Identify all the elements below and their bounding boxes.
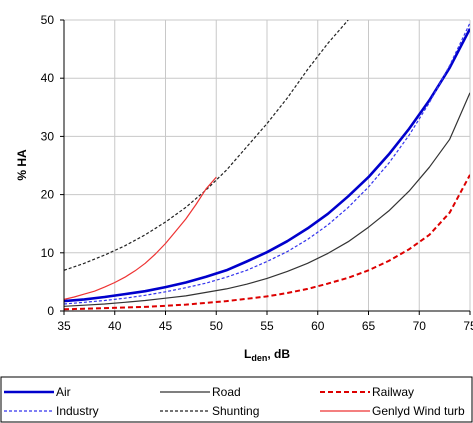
x-tick-label: 60 xyxy=(311,319,325,333)
y-axis-label: % HA xyxy=(15,149,29,181)
x-tick-label: 50 xyxy=(210,319,224,333)
x-tick-label: 70 xyxy=(413,319,427,333)
series-layer xyxy=(64,20,470,311)
legend-label: Shunting xyxy=(212,404,259,418)
x-axis-label-unit: , dB xyxy=(267,347,290,361)
legend-label: Genlyd Wind turb xyxy=(372,404,465,418)
legend-label: Railway xyxy=(372,385,414,399)
series-line-genlyd-wind-turb xyxy=(64,176,217,300)
x-axis-label-main: L xyxy=(244,347,251,361)
y-tick-label: 30 xyxy=(41,129,55,143)
legend-box xyxy=(0,376,473,423)
legend-label: Industry xyxy=(56,404,99,418)
x-tick-label: 40 xyxy=(108,319,122,333)
series-line-railway xyxy=(64,174,470,311)
x-tick-label: 75 xyxy=(463,319,473,333)
tick-labels: 35 40 45 50 55 60 65 70 75 0 10 20 30 40 50 xyxy=(41,13,473,333)
y-tick-label: 0 xyxy=(47,304,54,318)
axes xyxy=(60,19,471,315)
legend-label: Air xyxy=(56,385,71,399)
x-axis-label-sub: den xyxy=(251,353,267,363)
x-tick-label: 35 xyxy=(57,319,71,333)
legend-label: Road xyxy=(212,385,241,399)
x-tick-label: 55 xyxy=(260,319,274,333)
x-tick-label: 45 xyxy=(159,319,173,333)
series-line-air xyxy=(64,28,470,303)
series-line-shunting xyxy=(64,20,349,271)
y-tick-label: 20 xyxy=(41,188,55,202)
y-tick-label: 50 xyxy=(41,13,55,27)
y-tick-label: 40 xyxy=(41,71,55,85)
series-line-road xyxy=(64,92,470,307)
x-axis-label: Lden, dB xyxy=(244,347,290,363)
x-tick-label: 65 xyxy=(362,319,376,333)
legend: Air Road Railway Industry Shunting Genlyd Win… xyxy=(0,376,473,423)
y-tick-label: 10 xyxy=(41,246,55,260)
